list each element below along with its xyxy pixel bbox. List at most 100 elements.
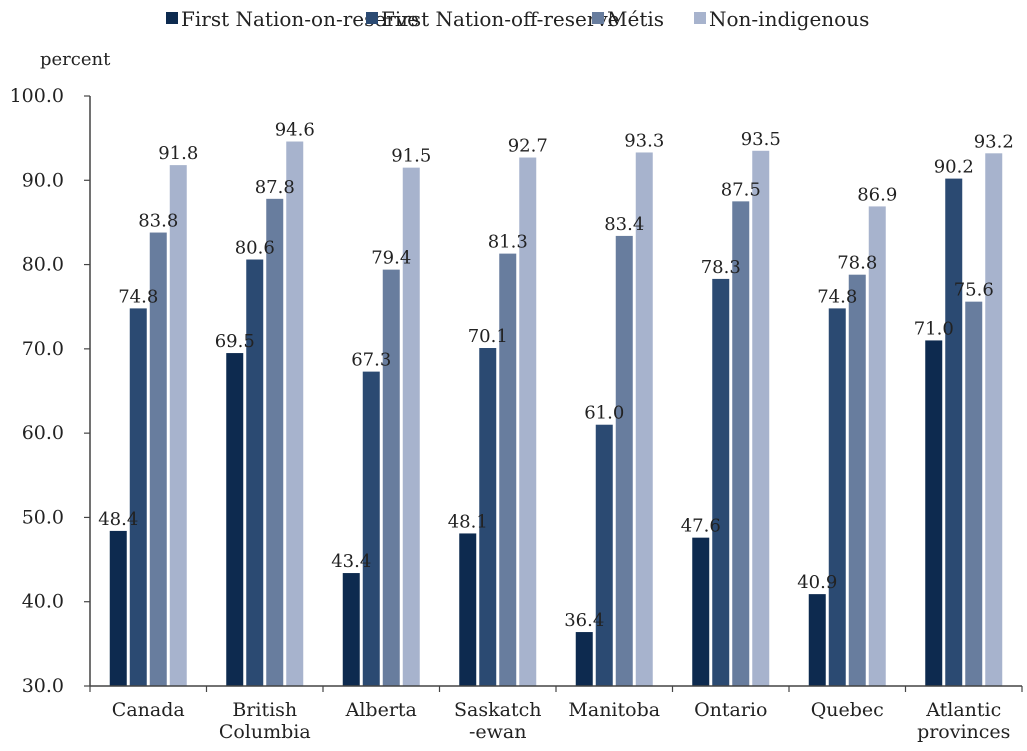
x-axis: Canada British Columbia Alberta Saskatch -ewa… — [89, 685, 1023, 743]
y-tick-label: 80.0 — [22, 254, 64, 276]
bar-2-3 — [499, 253, 517, 686]
x-tick-label-line: Canada — [112, 699, 185, 721]
data-label-3-4: 93.3 — [624, 130, 664, 151]
data-label-2-4: 83.4 — [604, 214, 644, 235]
x-tick-label-line: Alberta — [345, 699, 417, 721]
bar-2-0 — [149, 232, 167, 687]
x-tick-label-line: Columbia — [219, 721, 311, 743]
data-label-2-6: 78.8 — [837, 253, 877, 274]
x-tick-label-line: Manitoba — [568, 699, 660, 721]
data-label-2-5: 87.5 — [721, 179, 761, 200]
bar-1-1 — [246, 259, 264, 686]
x-tick-label-line: -ewan — [469, 721, 527, 743]
bar-0-0 — [109, 530, 127, 686]
data-label-2-1: 87.8 — [255, 177, 295, 198]
bar-2-6 — [848, 274, 866, 686]
x-tick-label: Ontario — [694, 699, 767, 721]
data-label-0-3: 48.1 — [448, 511, 488, 532]
bar-0-6 — [808, 594, 826, 686]
data-label-2-0: 83.8 — [138, 211, 178, 232]
x-tick-label: Canada — [112, 699, 185, 721]
data-label-0-7: 71.0 — [914, 318, 954, 339]
data-label-1-0: 74.8 — [118, 286, 158, 307]
legend-label-3: Non-indigenous — [709, 7, 869, 31]
y-axis-label: percent — [40, 49, 111, 70]
bar-0-1 — [226, 353, 244, 686]
data-label-1-2: 67.3 — [351, 350, 391, 371]
bar-1-6 — [828, 308, 846, 686]
x-tick-label: Quebec — [811, 699, 884, 721]
y-tick-label: 40.0 — [22, 591, 64, 613]
x-tick-label: Saskatch -ewan — [454, 699, 541, 743]
y-tick-label: 60.0 — [22, 422, 64, 444]
data-label-2-2: 79.4 — [371, 248, 411, 269]
data-label-0-6: 40.9 — [797, 572, 837, 593]
data-label-3-5: 93.5 — [741, 129, 781, 150]
legend-label-0: First Nation-on-reserve — [181, 7, 419, 31]
data-label-1-3: 70.1 — [468, 326, 508, 347]
data-label-0-0: 48.4 — [98, 509, 138, 530]
bars — [109, 141, 1003, 687]
bar-0-7 — [925, 340, 943, 686]
data-label-1-4: 61.0 — [584, 403, 624, 424]
bar-2-2 — [382, 269, 400, 686]
data-label-1-5: 78.3 — [701, 257, 741, 278]
x-tick-label: Alberta — [345, 699, 417, 721]
data-label-0-1: 69.5 — [215, 331, 255, 352]
x-tick-label-line: Atlantic — [925, 699, 1001, 721]
x-tick-label: Manitoba — [568, 699, 660, 721]
bar-1-0 — [129, 308, 147, 686]
y-tick-label: 90.0 — [22, 169, 64, 191]
bar-0-2 — [342, 573, 360, 686]
legend-swatch-1 — [366, 12, 378, 24]
x-tick-label: Atlantic provinces — [917, 699, 1010, 743]
data-label-1-7: 90.2 — [934, 157, 974, 178]
bar-2-5 — [732, 201, 750, 686]
bar-3-5 — [752, 150, 770, 687]
data-label-2-3: 81.3 — [488, 232, 528, 253]
x-tick-label: British Columbia — [219, 699, 311, 743]
legend-swatch-0 — [166, 12, 178, 24]
bar-0-4 — [575, 632, 593, 686]
data-label-0-2: 43.4 — [331, 551, 371, 572]
data-label-3-3: 92.7 — [508, 136, 548, 157]
y-tick-label: 70.0 — [22, 338, 64, 360]
bar-1-2 — [362, 371, 380, 686]
y-tick-label: 50.0 — [22, 506, 64, 528]
data-label-3-1: 94.6 — [275, 120, 315, 141]
legend-swatch-3 — [694, 12, 706, 24]
bar-1-4 — [595, 424, 613, 686]
x-tick-label-line: British — [232, 699, 297, 721]
bar-3-2 — [402, 167, 420, 687]
bar-3-0 — [169, 165, 187, 687]
y-tick-label: 30.0 — [22, 675, 64, 697]
bar-2-7 — [965, 301, 983, 686]
bar-3-7 — [985, 153, 1003, 687]
data-label-3-7: 93.2 — [974, 131, 1014, 152]
legend-label-1: First Nation-off-reserve — [381, 7, 620, 31]
bar-1-5 — [712, 278, 730, 686]
bar-3-1 — [286, 141, 304, 686]
data-label-3-6: 86.9 — [857, 184, 897, 205]
bar-3-6 — [868, 206, 886, 686]
bar-0-3 — [459, 533, 477, 686]
legend-swatch-2 — [592, 12, 604, 24]
data-label-3-2: 91.5 — [391, 146, 431, 167]
bar-2-4 — [615, 235, 633, 686]
x-tick-label-line: Ontario — [694, 699, 767, 721]
x-tick-label-line: provinces — [917, 721, 1010, 743]
bar-3-4 — [635, 152, 653, 686]
data-label-1-1: 80.6 — [235, 238, 275, 259]
data-label-2-7: 75.6 — [954, 280, 994, 301]
data-label-1-6: 74.8 — [817, 286, 857, 307]
x-tick-label-line: Quebec — [811, 699, 884, 721]
y-tick-label: 100.0 — [10, 85, 64, 107]
data-label-0-4: 36.4 — [564, 610, 604, 631]
data-label-3-0: 91.8 — [158, 143, 198, 164]
bar-3-3 — [519, 157, 537, 686]
y-axis: 30.0 40.0 50.0 60.0 70.0 80.0 90.0 100.0 — [10, 85, 91, 697]
bar-2-1 — [266, 198, 284, 687]
